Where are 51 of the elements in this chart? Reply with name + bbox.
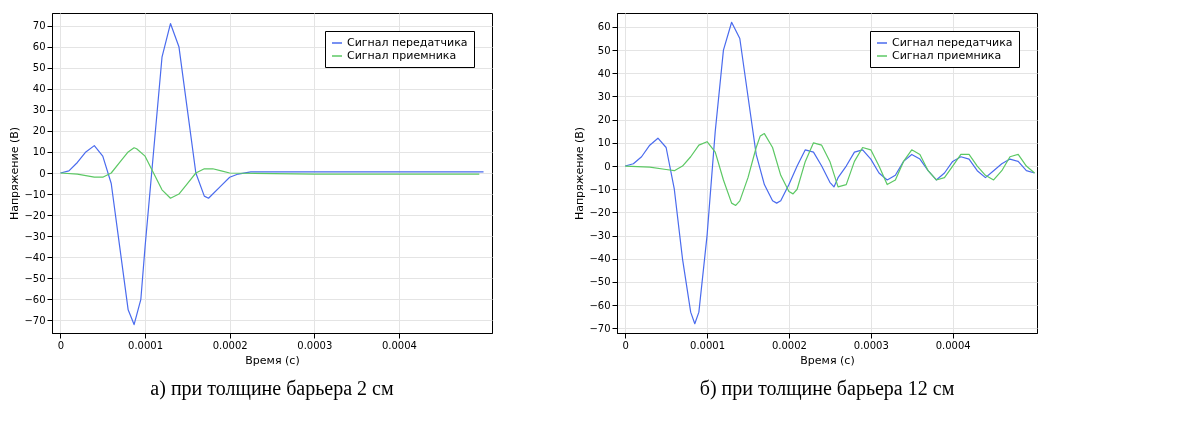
x-axis-title: Время (с): [245, 353, 300, 367]
x-tick-label: 0.0001: [128, 339, 164, 351]
y-tick-label: −60: [589, 299, 611, 311]
x-tick-label: 0.0004: [381, 339, 417, 351]
y-tick-label: 10: [597, 137, 611, 149]
legend-label: Сигнал приемника: [892, 49, 1002, 62]
y-tick-label: −40: [589, 253, 611, 265]
y-tick-label: −60: [24, 293, 46, 305]
y-tick-label: 20: [32, 125, 46, 137]
x-tick-label: 0.0001: [690, 339, 726, 351]
y-tick-label: −10: [589, 183, 611, 195]
y-tick-label: −30: [24, 230, 46, 242]
y-tick-label: 30: [597, 90, 611, 102]
x-tick-label: 0: [622, 339, 629, 351]
y-tick-label: −20: [589, 206, 611, 218]
legend-label: Сигнал передатчика: [892, 36, 1013, 49]
y-tick-label: 70: [32, 20, 46, 32]
y-tick-label: 0: [604, 160, 611, 172]
y-tick-label: −50: [24, 272, 46, 284]
y-tick-label: 50: [597, 44, 611, 56]
y-tick-label: −40: [24, 251, 46, 263]
x-tick-label: 0.0003: [853, 339, 889, 351]
legend-label: Сигнал передатчика: [347, 36, 468, 49]
y-tick-label: 30: [32, 104, 46, 116]
y-axis-title: Напряжение (В): [573, 126, 587, 221]
y-tick-label: 10: [32, 146, 46, 158]
x-tick-label: 0.0004: [935, 339, 971, 351]
y-tick-label: −10: [24, 188, 46, 200]
text: б) при толщине барьера 12 см: [699, 377, 955, 400]
x-tick-label: 0.0002: [212, 339, 248, 351]
legend-label: Сигнал приемника: [347, 49, 457, 62]
y-tick-label: 50: [32, 62, 46, 74]
y-tick-label: 60: [597, 21, 611, 33]
y-tick-label: 40: [32, 83, 46, 95]
line-series: [624, 132, 1036, 207]
x-tick-label: 0.0003: [297, 339, 333, 351]
y-tick-label: −50: [589, 276, 611, 288]
y-tick-label: −70: [589, 322, 611, 334]
y-tick-label: 20: [597, 114, 611, 126]
y-axis-title: Напряжение (В): [8, 126, 22, 221]
y-tick-label: 0: [39, 167, 46, 179]
y-tick-label: 60: [32, 41, 46, 53]
x-axis-title: Время (с): [800, 353, 855, 367]
line-series: [59, 147, 480, 199]
text: а) при толщине барьера 2 см: [150, 377, 394, 400]
y-tick-label: 40: [597, 67, 611, 79]
y-tick-label: −70: [24, 314, 46, 326]
y-tick-label: −30: [589, 230, 611, 242]
y-tick-label: −20: [24, 209, 46, 221]
x-tick-label: 0.0002: [771, 339, 807, 351]
x-tick-label: 0: [57, 339, 65, 351]
